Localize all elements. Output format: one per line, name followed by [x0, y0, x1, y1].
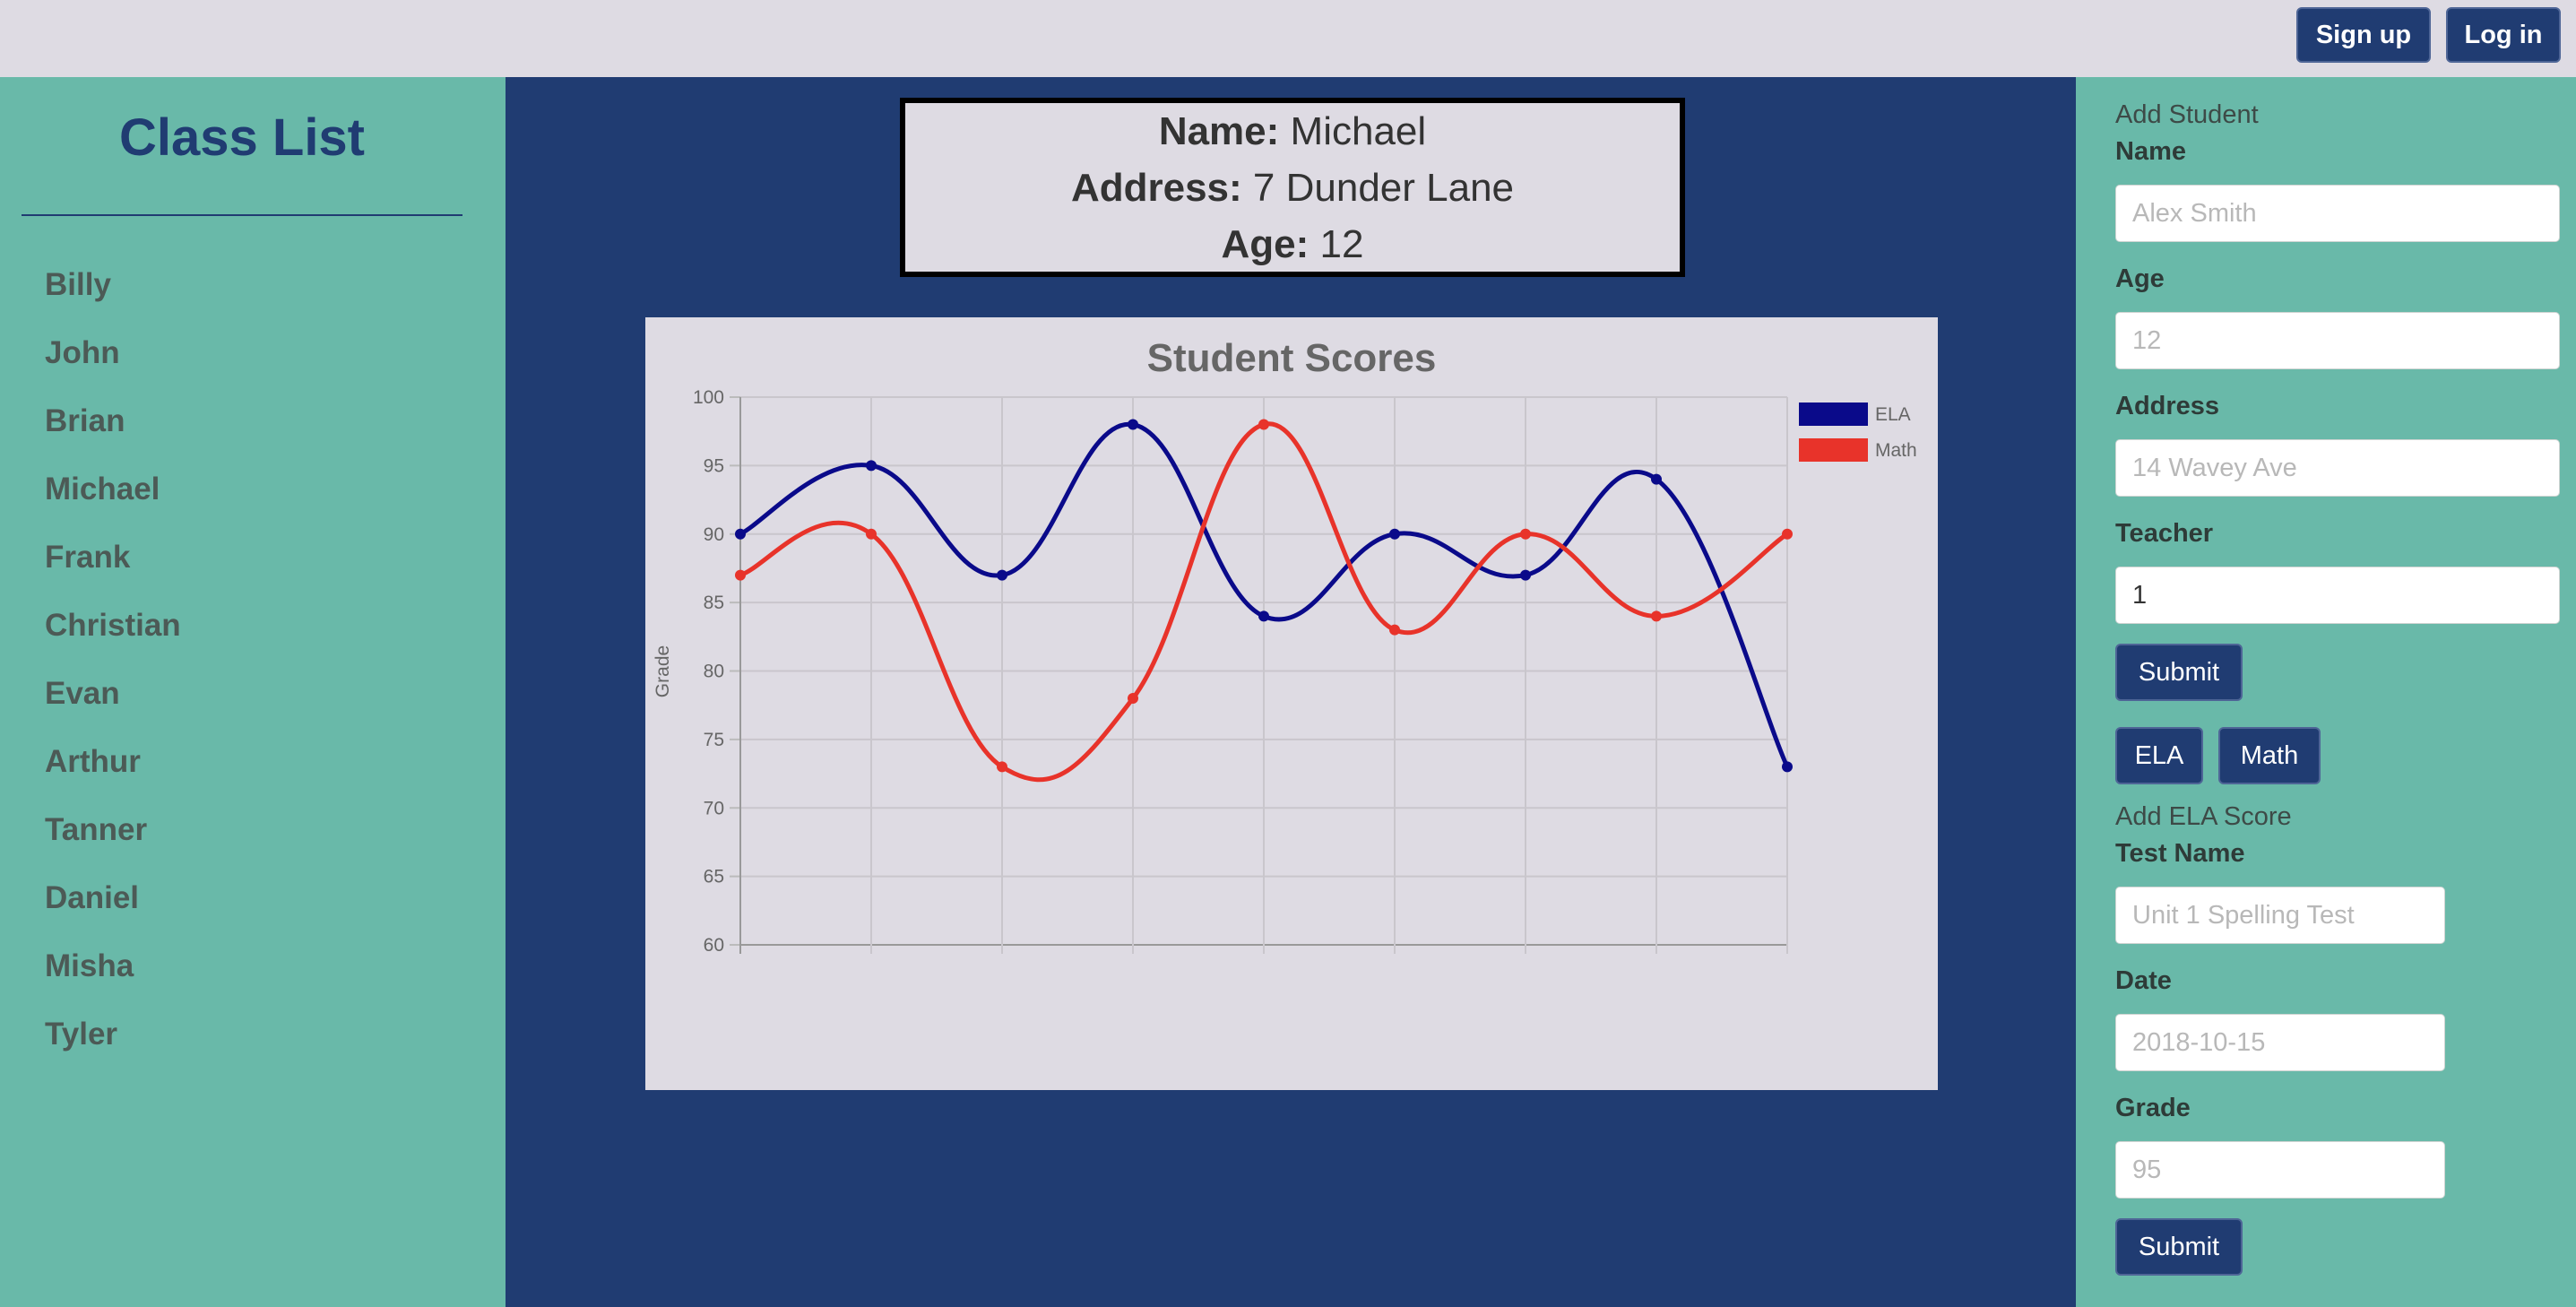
data-point-math — [866, 528, 877, 540]
data-point-math — [1782, 528, 1793, 540]
data-point-ela — [1128, 419, 1138, 430]
add-score-heading: Add ELA Score — [2115, 802, 2292, 831]
data-point-ela — [1258, 610, 1269, 622]
log-in-button[interactable]: Log in — [2446, 7, 2561, 63]
student-item[interactable]: Christian — [45, 608, 181, 643]
student-list: Billy John Brian Michael Frank Christian… — [45, 267, 181, 1085]
add-student-heading: Add Student — [2115, 100, 2259, 129]
student-address-input[interactable] — [2115, 439, 2560, 497]
y-tick-label: 80 — [704, 662, 724, 682]
tab-math[interactable]: Math — [2218, 727, 2321, 784]
scores-chart: Student Scores Grade 100 95 90 85 80 75 70 65 60… — [653, 336, 1917, 956]
data-point-math — [735, 569, 746, 581]
address-field-label: Address — [2115, 392, 2220, 420]
tab-ela[interactable]: ELA — [2115, 727, 2203, 784]
student-address: 7 Dunder Lane — [1252, 166, 1515, 210]
student-info-card: Name: Michael Address: 7 Dunder Lane Age… — [900, 98, 1685, 277]
add-forms-panel: Add Student Name Age Address Teacher Sub… — [2076, 77, 2576, 1307]
student-item[interactable]: Frank — [45, 540, 131, 575]
legend-swatch-math — [1799, 438, 1868, 462]
top-bar: Sign up Log in — [0, 0, 2576, 77]
student-item[interactable]: Tyler — [45, 1017, 118, 1052]
student-age-line: Age: 12 — [905, 216, 1680, 273]
student-item[interactable]: John — [45, 335, 120, 370]
student-name: Michael — [1290, 109, 1427, 153]
student-item[interactable]: Michael — [45, 472, 160, 506]
student-item[interactable]: Misha — [45, 948, 134, 983]
chart-title: Student Scores — [1147, 336, 1437, 380]
y-axis-label: Grade — [653, 645, 673, 697]
y-tick-label: 75 — [704, 730, 724, 750]
student-item[interactable]: Tanner — [45, 812, 148, 847]
teacher-field-label: Teacher — [2115, 519, 2214, 548]
scores-chart-panel: Student Scores Grade 100 95 90 85 80 75 70 65 60… — [645, 317, 1938, 1090]
y-tick-label: 90 — [704, 524, 724, 545]
data-point-ela — [1782, 761, 1793, 773]
student-item[interactable]: Arthur — [45, 744, 141, 779]
add-score-submit-button[interactable]: Submit — [2115, 1218, 2243, 1276]
student-item[interactable]: Brian — [45, 403, 125, 438]
y-tick-label: 60 — [704, 935, 724, 956]
teacher-input[interactable] — [2115, 567, 2560, 624]
legend-label-math: Math — [1875, 440, 1917, 461]
student-age: 12 — [1319, 222, 1364, 266]
test-name-input[interactable] — [2115, 887, 2445, 944]
student-name-input[interactable] — [2115, 185, 2560, 242]
sign-up-button[interactable]: Sign up — [2296, 7, 2431, 63]
student-age-input[interactable] — [2115, 312, 2560, 369]
data-point-math — [997, 761, 1007, 773]
data-point-ela — [1389, 528, 1400, 540]
name-field-label: Name — [2115, 137, 2186, 166]
y-tick-label: 95 — [704, 455, 724, 476]
y-tick-label: 65 — [704, 867, 724, 887]
main-content: Name: Michael Address: 7 Dunder Lane Age… — [506, 77, 2076, 1307]
data-point-ela — [1651, 473, 1662, 485]
age-field-label: Age — [2115, 264, 2165, 293]
address-label: Address: — [1070, 166, 1242, 210]
data-point-math — [1258, 419, 1269, 430]
test-name-field-label: Test Name — [2115, 839, 2245, 868]
data-point-ela — [1520, 569, 1531, 581]
data-point-math — [1128, 693, 1138, 705]
grade-input[interactable] — [2115, 1141, 2445, 1199]
student-item[interactable]: Evan — [45, 676, 120, 711]
divider — [22, 214, 462, 216]
data-point-ela — [997, 569, 1007, 581]
student-item[interactable]: Billy — [45, 267, 111, 302]
grade-field-label: Grade — [2115, 1094, 2191, 1122]
y-tick-label: 85 — [704, 593, 724, 613]
student-name-line: Name: Michael — [905, 103, 1680, 160]
data-point-ela — [866, 460, 877, 472]
data-point-math — [1651, 610, 1662, 622]
date-input[interactable] — [2115, 1014, 2445, 1071]
class-list-title: Class List — [119, 108, 365, 167]
data-point-math — [1520, 528, 1531, 540]
age-label: Age: — [1221, 222, 1310, 266]
legend-label-ela: ELA — [1875, 404, 1911, 425]
name-label: Name: — [1158, 109, 1280, 153]
student-address-line: Address: 7 Dunder Lane — [905, 160, 1680, 216]
student-item[interactable]: Daniel — [45, 880, 140, 915]
y-tick-label: 100 — [693, 387, 724, 408]
series-line-math — [739, 421, 1789, 783]
date-field-label: Date — [2115, 966, 2172, 995]
legend-swatch-ela — [1799, 402, 1868, 426]
y-tick-label: 70 — [704, 798, 724, 818]
data-point-math — [1389, 624, 1400, 636]
data-point-ela — [735, 528, 746, 540]
add-student-submit-button[interactable]: Submit — [2115, 644, 2243, 701]
class-list-sidebar: Class List Billy John Brian Michael Fran… — [0, 77, 506, 1307]
